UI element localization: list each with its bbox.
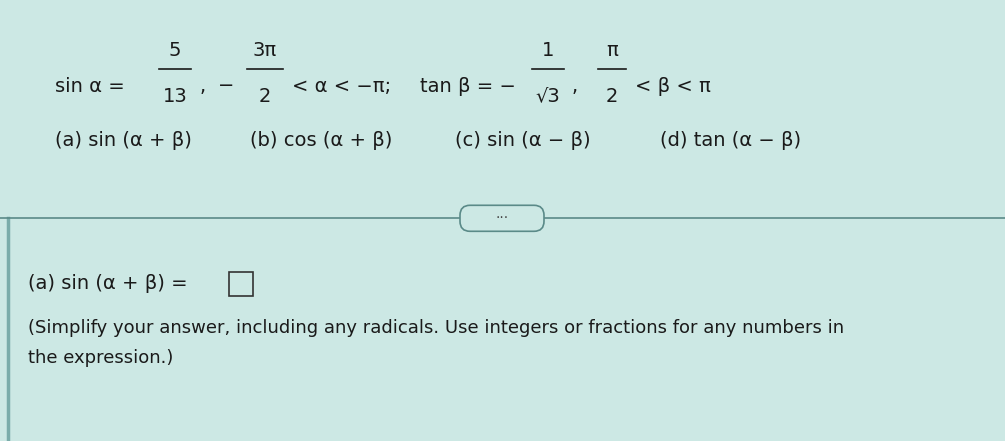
Text: the expression.): the expression.) bbox=[28, 349, 174, 367]
Text: ,: , bbox=[572, 76, 578, 96]
Text: ···: ··· bbox=[495, 211, 509, 225]
Text: (Simplify your answer, including any radicals. Use integers or fractions for any: (Simplify your answer, including any rad… bbox=[28, 319, 844, 337]
Text: −: − bbox=[218, 76, 234, 96]
Text: (a) sin (α + β): (a) sin (α + β) bbox=[55, 131, 192, 150]
Text: ,: , bbox=[200, 76, 206, 96]
Text: (b) cos (α + β): (b) cos (α + β) bbox=[250, 131, 392, 150]
Text: 2: 2 bbox=[259, 86, 271, 105]
Text: π: π bbox=[606, 41, 618, 60]
Text: 3π: 3π bbox=[253, 41, 277, 60]
Text: tan β = −: tan β = − bbox=[420, 76, 516, 96]
Text: 1: 1 bbox=[542, 41, 554, 60]
FancyBboxPatch shape bbox=[460, 206, 544, 231]
Text: (a) sin (α + β) =: (a) sin (α + β) = bbox=[28, 274, 188, 293]
Text: 5: 5 bbox=[169, 41, 181, 60]
FancyBboxPatch shape bbox=[229, 272, 253, 296]
Text: < β < π: < β < π bbox=[635, 76, 711, 96]
Bar bbox=[0, 0, 1005, 218]
Text: 2: 2 bbox=[606, 86, 618, 105]
Text: √3: √3 bbox=[536, 86, 561, 105]
Text: (c) sin (α − β): (c) sin (α − β) bbox=[455, 131, 591, 150]
Text: sin α =: sin α = bbox=[55, 76, 125, 96]
Bar bbox=[0, 218, 1005, 441]
Text: 13: 13 bbox=[163, 86, 187, 105]
Text: (d) tan (α − β): (d) tan (α − β) bbox=[660, 131, 801, 150]
Text: < α < −π;: < α < −π; bbox=[292, 76, 391, 96]
